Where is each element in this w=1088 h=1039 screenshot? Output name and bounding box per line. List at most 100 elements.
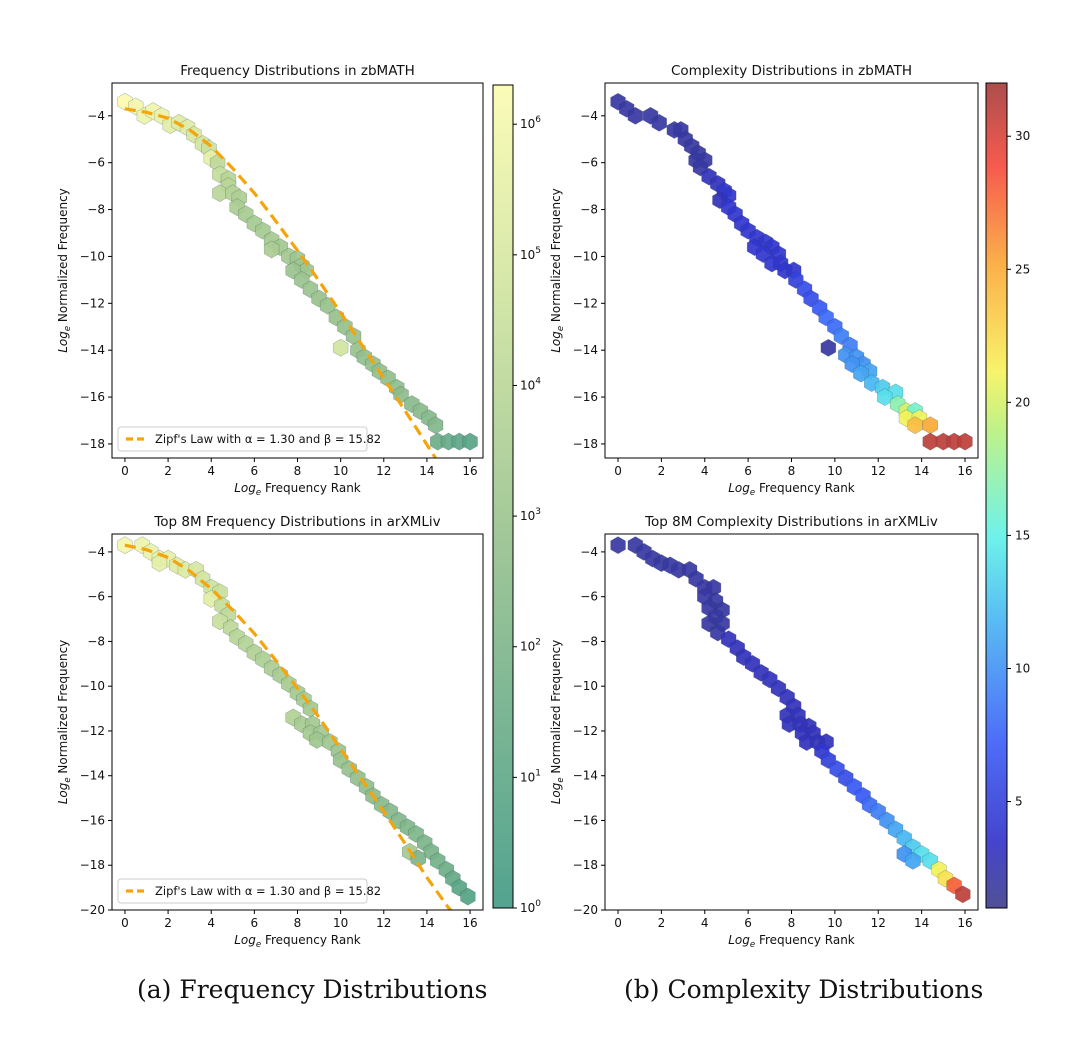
- y-tick-label: −10: [80, 679, 105, 693]
- y-tick-label: −8: [580, 634, 598, 648]
- x-tick-label: 10: [333, 464, 348, 478]
- x-tick-label: 4: [207, 916, 215, 930]
- x-tick-label: 0: [121, 916, 129, 930]
- y-axis-label-log: Log: [56, 331, 70, 353]
- hexbin-cell: [309, 730, 325, 749]
- legend-label-prefix: Zipf's Law with: [155, 884, 245, 898]
- x-tick-label: 10: [333, 916, 348, 930]
- x-tick-label: 16: [957, 916, 972, 930]
- plot-content: [610, 536, 971, 904]
- hexbin-cell: [957, 432, 973, 451]
- x-tick-label: 2: [164, 464, 172, 478]
- colorbar-tick-label: 25: [1015, 262, 1030, 276]
- colorbar-tick-label: 100: [520, 899, 541, 915]
- legend-label-alpha: α = 1.30: [245, 884, 295, 898]
- panel-frequency-zbmath: 0 2 4 6 8 10 12 14 16 −4 −6 −8 −10 −12 −14 −16 −18 Freque…: [56, 63, 484, 498]
- y-axis-label-text: Normalized Frequency: [56, 640, 70, 778]
- x-tick-label: 0: [614, 916, 622, 930]
- hexbin-cell: [905, 851, 921, 870]
- x-tick-label: 6: [251, 464, 259, 478]
- x-tick-label: 12: [871, 916, 886, 930]
- x-tick-label: 4: [701, 916, 709, 930]
- hexbin-cell: [876, 388, 893, 407]
- x-axis-label-text: Frequency Rank: [755, 481, 855, 495]
- figure: 0 2 4 6 8 10 12 14 16−4−6−8−10−12−14−16−18Freque…: [56, 63, 1030, 950]
- y-tick-label: −16: [80, 813, 105, 827]
- x-axis-label-log: Log: [234, 481, 256, 495]
- colorbar-tick-exp: 2: [535, 638, 541, 648]
- x-tick-label: 12: [376, 464, 391, 478]
- x-axis-label: Loge Frequency Rank: [728, 481, 855, 498]
- x-tick-label: 4: [207, 464, 215, 478]
- y-tick-label: −6: [580, 590, 598, 604]
- x-tick-label: 14: [914, 916, 929, 930]
- colorbar-tick-base: 10: [520, 901, 535, 915]
- x-tick-label: 8: [788, 916, 796, 930]
- y-axis-label-sub: e: [556, 777, 566, 782]
- x-tick-label: 16: [462, 464, 477, 478]
- chart-title: Top 8M Complexity Distributions in arXML…: [644, 514, 938, 530]
- y-axis-label-log: Log: [549, 331, 563, 353]
- x-tick-label: 2: [658, 916, 666, 930]
- legend: Zipf's Law with α = 1.30 and β = 15.82: [117, 878, 381, 904]
- x-axis-label-log: Log: [728, 933, 750, 947]
- plot-content: [117, 536, 476, 910]
- panel-frequency-arxmliv: 0 2 4 6 8 10 12 14 16 −4 −6 −8 −10 −12 −14 −16 −18 −20 Top…: [56, 514, 484, 950]
- colorbar-tick-label: 104: [520, 376, 541, 392]
- hexbin-cell: [853, 364, 869, 383]
- colorbar-tick-exp: 0: [535, 899, 541, 909]
- hexbin-cell: [627, 106, 644, 125]
- legend-label-beta: β = 15.82: [324, 884, 381, 898]
- colorbar-tick-base: 10: [520, 117, 535, 131]
- x-tick-label: 10: [827, 916, 842, 930]
- y-tick-label: −10: [573, 249, 598, 263]
- y-tick-label: −16: [573, 813, 598, 827]
- hexbin-cell: [651, 113, 668, 132]
- colorbar-tick-label: 20: [1015, 395, 1030, 409]
- colorbar-tick-label: 15: [1015, 528, 1030, 542]
- colorbar-tick-label: 5: [1015, 795, 1023, 809]
- plot-content: [610, 92, 973, 451]
- y-axis-label-text: Normalized Frequency: [549, 640, 563, 778]
- hexbin-cell: [955, 885, 971, 904]
- y-tick-label: −14: [80, 769, 105, 783]
- hexbin-cell: [820, 338, 837, 357]
- x-tick-label: 12: [376, 916, 391, 930]
- y-axis-label: Loge Normalized Frequency: [56, 640, 73, 805]
- hexbin-cell: [332, 338, 349, 357]
- x-axis-label-sub: e: [750, 488, 755, 498]
- y-axis-label: Loge Normalized Frequency: [549, 640, 566, 805]
- colorbar-complexity: 5 10 15 20 25 30: [985, 82, 1030, 909]
- y-tick-label: −18: [80, 437, 105, 451]
- x-axis-label: Loge Frequency Rank: [234, 933, 361, 950]
- y-tick-label: −16: [573, 390, 598, 404]
- colorbar-tick-label: 106: [520, 115, 541, 131]
- x-tick-label: 14: [914, 464, 929, 478]
- x-tick-label: 6: [251, 916, 259, 930]
- hexbin-cell: [263, 240, 280, 259]
- y-tick-label: −20: [80, 903, 105, 917]
- colorbar-tick-exp: 6: [535, 115, 541, 125]
- y-tick-label: −10: [80, 249, 105, 263]
- colorbar-fill: [492, 84, 514, 909]
- x-tick-label: 0: [614, 464, 622, 478]
- y-tick-label: −14: [80, 343, 105, 357]
- x-axis-label-sub: e: [750, 940, 755, 950]
- legend: Zipf's Law with α = 1.30 and β = 15.82: [117, 426, 381, 452]
- legend-label-sep: and: [295, 884, 324, 898]
- x-tick-label: 4: [701, 464, 709, 478]
- legend-label-beta: β = 15.82: [324, 432, 381, 446]
- x-tick-label: 8: [294, 464, 302, 478]
- colorbar-tick-exp: 3: [535, 507, 541, 517]
- y-axis-label: Loge Normalized Frequency: [56, 188, 73, 353]
- x-tick-label: 0: [121, 464, 129, 478]
- x-axis-label-sub: e: [256, 488, 261, 498]
- colorbar-tick-base: 10: [520, 509, 535, 523]
- hexbin-cell: [427, 416, 444, 435]
- hexbin-cell: [462, 432, 478, 451]
- colorbar-tick-label: 10: [1015, 661, 1030, 675]
- y-tick-label: −18: [80, 858, 105, 872]
- y-axis-label: Loge Normalized Frequency: [549, 188, 566, 353]
- colorbar-tick-base: 10: [520, 640, 535, 654]
- y-tick-label: −14: [573, 343, 598, 357]
